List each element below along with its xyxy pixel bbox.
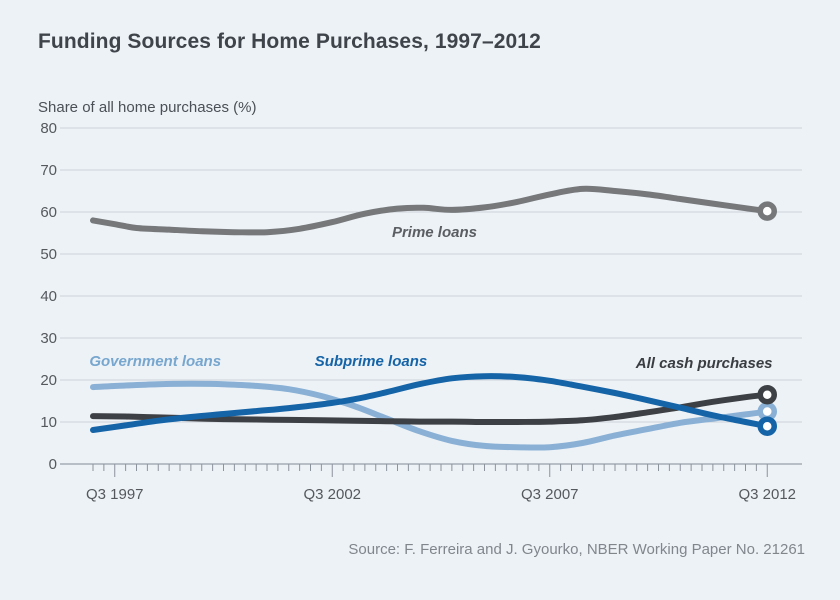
series-label-prime: Prime loans xyxy=(392,224,477,241)
source-note: Source: F. Ferreira and J. Gyourko, NBER… xyxy=(348,541,805,558)
y-axis-title: Share of all home purchases (%) xyxy=(38,99,257,116)
series-label-subprime: Subprime loans xyxy=(315,353,428,370)
series-label-cash: All cash purchases xyxy=(635,355,773,372)
x-tick-label: Q3 2012 xyxy=(738,486,796,503)
x-tick-label: Q3 1997 xyxy=(86,486,144,503)
y-tick-label: 50 xyxy=(40,246,57,263)
y-tick-label: 30 xyxy=(40,330,57,347)
y-tick-label: 40 xyxy=(40,288,57,305)
end-marker-prime xyxy=(757,201,777,221)
series-line-prime xyxy=(90,185,771,236)
y-tick-label: 80 xyxy=(40,120,57,137)
end-marker-subprime xyxy=(757,416,777,436)
end-marker-government xyxy=(757,401,777,422)
series-line-subprime xyxy=(90,373,771,433)
series-line-government xyxy=(90,380,771,451)
x-tick-label: Q3 2007 xyxy=(521,486,579,503)
y-tick-label: 0 xyxy=(49,456,57,473)
x-tick-label: Q3 2002 xyxy=(303,486,361,503)
y-tick-label: 20 xyxy=(40,372,57,389)
series-label-government: Government loans xyxy=(89,353,221,370)
series-line-cash xyxy=(90,391,771,426)
y-tick-label: 60 xyxy=(40,204,57,221)
end-marker-cash xyxy=(757,384,777,405)
y-tick-label: 10 xyxy=(40,414,57,431)
chart-title: Funding Sources for Home Purchases, 1997… xyxy=(38,30,541,53)
y-tick-label: 70 xyxy=(40,162,57,179)
